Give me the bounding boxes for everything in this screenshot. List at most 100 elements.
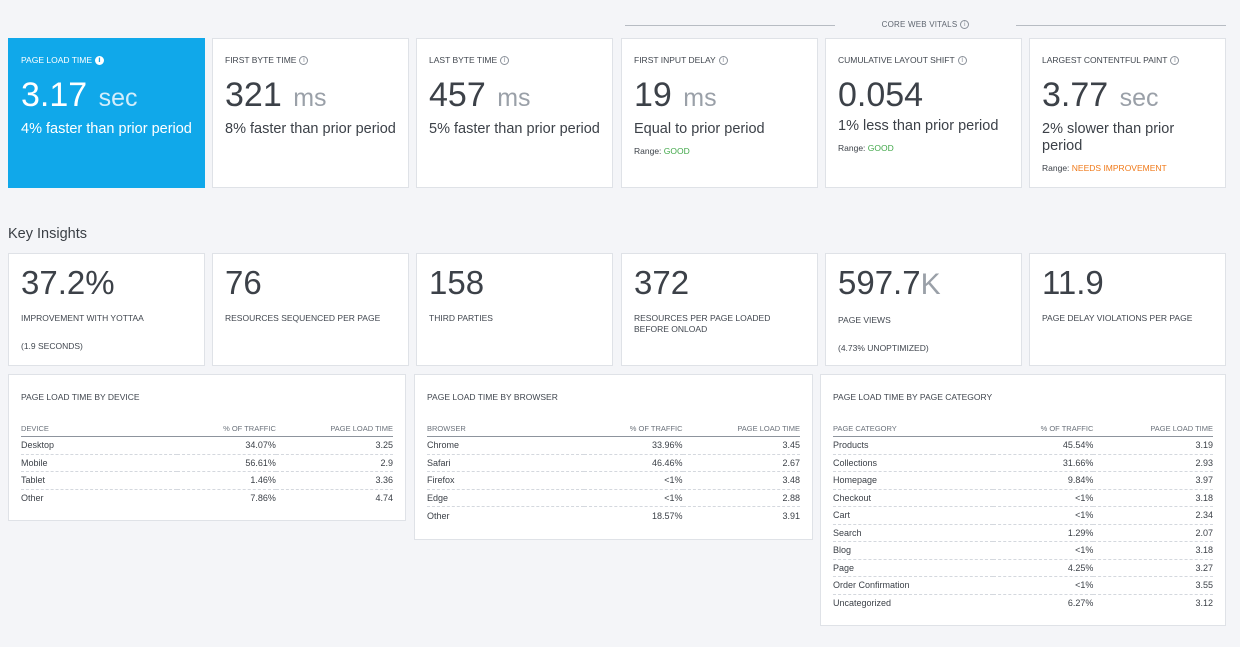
metric-range: Range: GOOD — [838, 143, 894, 153]
device-table: DEVICE% OF TRAFFIC PAGE LOAD TIME Desktop 3… — [21, 424, 393, 507]
divider — [625, 25, 835, 26]
column-header: PAGE CATEGORY — [833, 424, 993, 437]
metric-value: 3.77 sec — [1042, 76, 1159, 114]
metric-card-page-load-time[interactable]: PAGE LOAD TIME i 3.17 sec 4% faster than … — [8, 38, 205, 188]
info-icon[interactable]: i — [718, 56, 728, 65]
table-row: Order Confirmation <1% 3.55 — [833, 576, 1213, 595]
info-icon[interactable]: i — [95, 56, 105, 65]
table-cell: 3.91 — [782, 510, 800, 521]
table-cell: <1% — [992, 506, 1094, 525]
column-header: % OF TRAFFIC — [583, 424, 683, 437]
table-cell: <1% — [992, 576, 1094, 595]
table-cell: 2.88 — [682, 489, 800, 507]
metric-label: FIRST BYTE TIME i — [225, 55, 396, 67]
metric-comparison: 4% faster than prior period — [21, 121, 192, 137]
metric-label: LAST BYTE TIME i — [429, 55, 600, 67]
metric-value: 19 ms — [634, 76, 717, 114]
table-row: Checkout <1% 3.18 — [833, 489, 1213, 507]
insight-unit: K — [920, 268, 941, 301]
metric-value: 457 ms — [429, 76, 531, 114]
table-cell: Edge — [427, 489, 584, 507]
metric-card-first-input-delay[interactable]: FIRST INPUT DELAY i 19 ms Equal to prior … — [621, 38, 818, 188]
metric-card-last-byte-time[interactable]: LAST BYTE TIME i 457 ms 5% faster than pr… — [416, 38, 613, 188]
insight-value: 597.7K — [838, 264, 941, 302]
insight-label: RESOURCES PER PAGE LOADED BEFORE ONLOAD — [634, 313, 771, 334]
info-icon[interactable]: i — [1170, 56, 1180, 65]
insight-card: 372 RESOURCES PER PAGE LOADED BEFORE ONL… — [621, 253, 818, 366]
divider — [1016, 25, 1226, 26]
column-header: PAGE LOAD TIME — [1093, 424, 1213, 437]
table-row: Cart <1% 2.34 — [833, 506, 1213, 525]
page-category-table-card: PAGE LOAD TIME BY PAGE CATEGORY PAGE CAT… — [820, 374, 1226, 626]
browser-table-card: PAGE LOAD TIME BY BROWSER BROWSER% OF TR… — [414, 374, 813, 540]
table-cell: 3.27 — [1093, 559, 1213, 577]
table-cell: Desktop — [21, 436, 178, 455]
table-row: Tablet 1.46% 3.36 — [21, 471, 393, 490]
insight-label: RESOURCES SEQUENCED PER PAGE — [225, 313, 381, 323]
range-status-badge: GOOD — [867, 143, 894, 153]
table-cell: 3.19 — [1093, 436, 1213, 455]
metric-value: 3.17 sec — [21, 76, 138, 114]
info-icon[interactable]: i — [960, 20, 970, 29]
metric-card-cumulative-layout-shift[interactable]: CUMULATIVE LAYOUT SHIFT i 0.054 1% less t… — [825, 38, 1022, 188]
info-icon[interactable]: i — [500, 56, 510, 65]
table-row: Collections 31.66% 2.93 — [833, 454, 1213, 472]
table-cell: 34.07% — [177, 436, 276, 455]
table-row: Other 18.57% 3.91 — [427, 507, 800, 525]
metric-value: 0.054 — [838, 76, 924, 114]
table-cell: 3.18 — [1093, 541, 1213, 560]
core-web-vitals-header: CORE WEB VITALS i — [625, 18, 1226, 32]
table-cell: 3.12 — [1195, 598, 1213, 608]
table-cell: 31.66% — [992, 454, 1094, 472]
table-cell: 3.25 — [275, 436, 393, 455]
table-cell: Blog — [833, 541, 993, 560]
table-cell: 3.45 — [682, 436, 800, 455]
browser-table: BROWSER% OF TRAFFIC PAGE LOAD TIME Chrome 3… — [427, 424, 800, 524]
info-icon[interactable]: i — [299, 56, 309, 65]
table-cell: 33.96% — [583, 436, 683, 455]
metric-comparison: 1% less than prior period — [838, 118, 999, 134]
table-row: Desktop 34.07% 3.25 — [21, 436, 393, 455]
table-cell: Other — [427, 510, 450, 521]
metric-card-largest-contentful-paint[interactable]: LARGEST CONTENTFUL PAINT i 3.77 sec 2% sl… — [1029, 38, 1226, 188]
core-web-vitals-title: CORE WEB VITALS i — [835, 18, 1016, 32]
table-row: Blog <1% 3.18 — [833, 541, 1213, 560]
table-cell: Tablet — [21, 471, 178, 490]
table-cell: Search — [833, 524, 993, 542]
metric-unit: sec — [98, 84, 138, 112]
table-cell: 2.9 — [275, 454, 393, 472]
table-cell: 56.61% — [177, 454, 276, 472]
table-cell: 2.07 — [1093, 524, 1213, 542]
table-cell: Cart — [833, 506, 993, 525]
insight-label: PAGE VIEWS — [838, 315, 891, 325]
metric-label: PAGE LOAD TIME i — [21, 55, 192, 67]
metric-comparison: 8% faster than prior period — [225, 121, 396, 137]
column-header: DEVICE — [21, 424, 178, 437]
table-cell: Homepage — [833, 471, 993, 490]
table-cell: 4.74 — [375, 493, 393, 503]
insight-card: 37.2% IMPROVEMENT WITH YOTTAA (1.9 SECON… — [8, 253, 205, 366]
metric-unit: sec — [1119, 84, 1159, 112]
table-cell: 2.34 — [1093, 506, 1213, 525]
insight-card: 597.7K PAGE VIEWS (4.73% UNOPTIMIZED) — [825, 253, 1022, 366]
metric-card-first-byte-time[interactable]: FIRST BYTE TIME i 321 ms 8% faster than p… — [212, 38, 409, 188]
table-row: Products 45.54% 3.19 — [833, 436, 1213, 455]
table-row: Uncategorized 6.27% 3.12 — [833, 594, 1213, 612]
table-cell: 7.86% — [250, 493, 276, 503]
table-cell: Uncategorized — [833, 598, 892, 608]
table-row: Search 1.29% 2.07 — [833, 524, 1213, 542]
metric-unit: ms — [497, 84, 531, 112]
column-header: PAGE LOAD TIME — [275, 424, 393, 437]
table-row: Other 7.86% 4.74 — [21, 489, 393, 507]
table-cell: 1.29% — [992, 524, 1094, 542]
table-row: Page 4.25% 3.27 — [833, 559, 1213, 577]
info-icon[interactable]: i — [957, 56, 967, 65]
metric-unit: ms — [683, 84, 717, 112]
column-header: PAGE LOAD TIME — [682, 424, 800, 437]
table-cell: 1.46% — [177, 471, 276, 490]
table-row: Firefox <1% 3.48 — [427, 471, 800, 490]
column-header: % OF TRAFFIC — [992, 424, 1094, 437]
table-cell: 18.57% — [652, 510, 683, 521]
table-cell: Collections — [833, 454, 993, 472]
insight-card: 76 RESOURCES SEQUENCED PER PAGE — [212, 253, 409, 366]
